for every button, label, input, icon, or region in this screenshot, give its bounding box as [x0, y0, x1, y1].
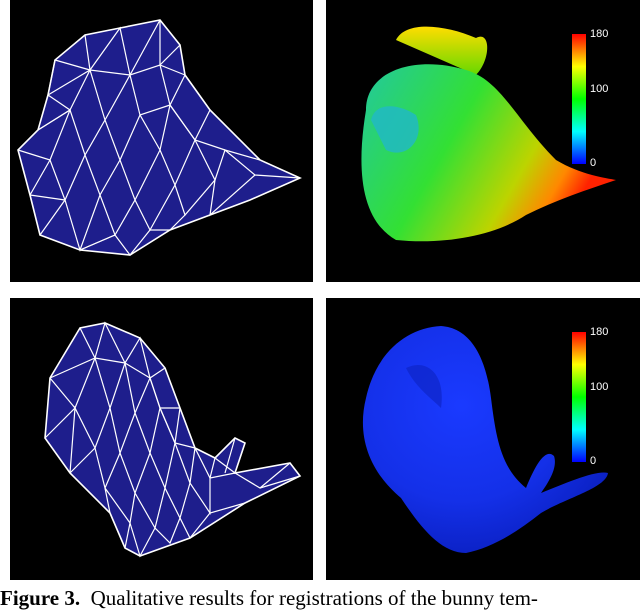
error-surface-panel-bottom: 180 100 0 [326, 298, 640, 580]
colorbar-top-tick-max: 180 [590, 28, 609, 40]
wireframe-mesh-bottom [44, 321, 302, 558]
wireframe-panel-top [10, 0, 313, 282]
error-surface-bottom [362, 326, 608, 553]
wireframe-mesh-top [17, 19, 302, 256]
figure-label: Figure 3. [0, 586, 81, 610]
error-surface-top [361, 26, 616, 242]
colorbar-bottom [572, 332, 586, 462]
wireframe-panel-bottom [10, 298, 313, 580]
colorbar-bottom-tick-mid: 100 [590, 381, 609, 393]
colorbar-bottom-tick-min: 0 [590, 455, 597, 467]
figure-caption-text: Qualitative results for registrations of… [80, 586, 538, 610]
figure-caption: Figure 3. Qualitative results for regist… [0, 586, 640, 611]
error-surface-panel-top: 180 100 0 [326, 0, 640, 282]
colorbar-top-tick-min: 0 [590, 157, 597, 169]
colorbar-top-tick-mid: 100 [590, 83, 609, 95]
colorbar-top [572, 34, 586, 164]
colorbar-bottom-tick-max: 180 [590, 326, 609, 338]
